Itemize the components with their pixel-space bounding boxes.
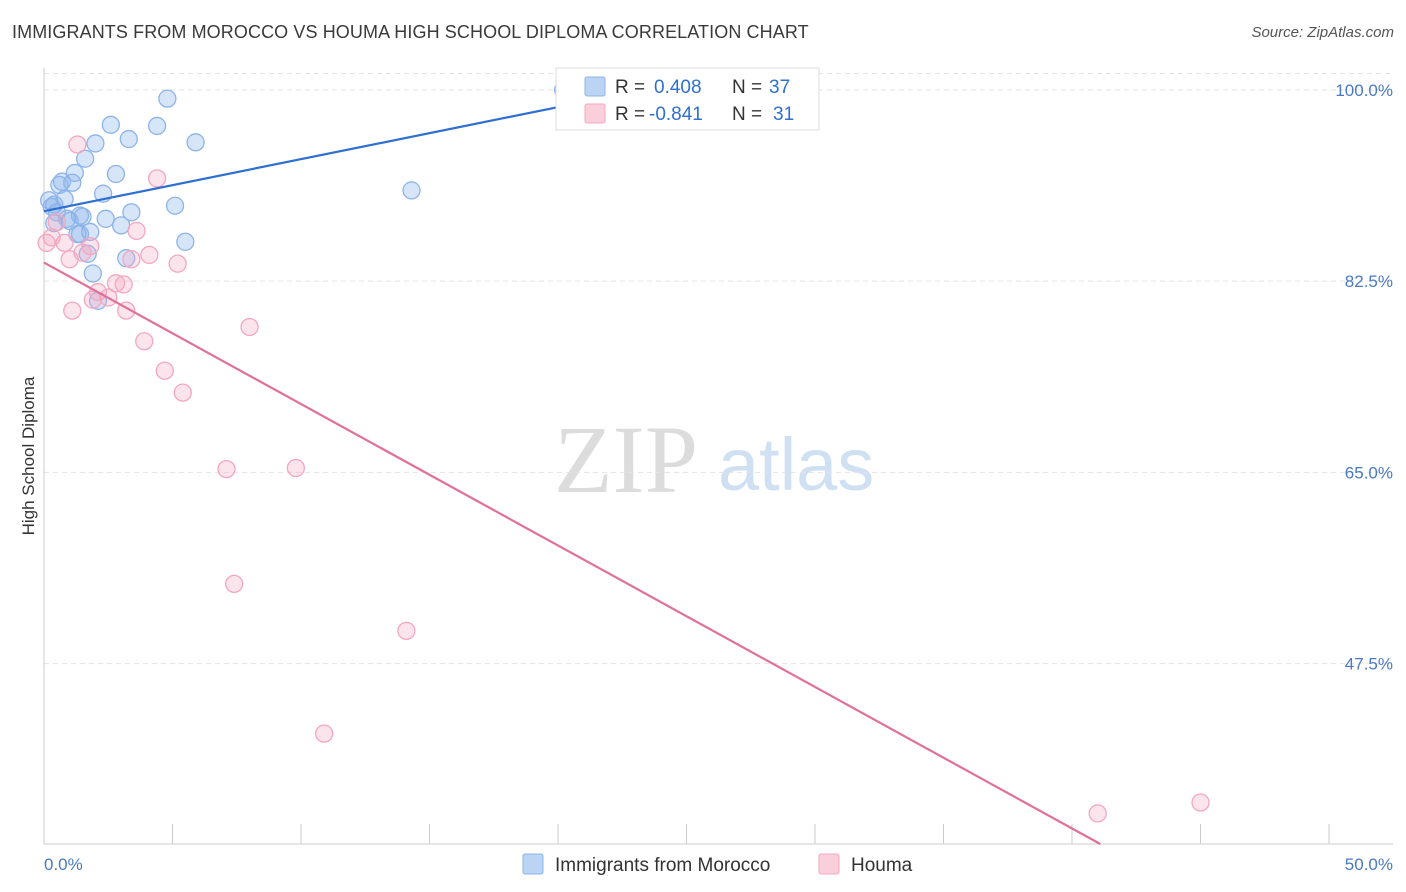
point-houma <box>240 317 259 337</box>
y-axis-label: High School Diploma <box>19 376 38 535</box>
point-houma <box>47 212 66 232</box>
watermark: ZIP atlas <box>554 406 874 513</box>
bottom-legend-swatch-houma <box>818 853 840 875</box>
point-houma <box>55 233 74 253</box>
legend-n-label-1: N = <box>732 77 762 98</box>
point-houma <box>173 383 192 402</box>
point-morocco <box>75 149 95 168</box>
y-tick-label: 65.0% <box>1345 463 1393 482</box>
point-houma <box>37 233 56 253</box>
point-houma <box>286 458 306 478</box>
point-houma <box>225 574 244 594</box>
point-houma <box>147 169 167 188</box>
point-houma <box>1191 793 1210 812</box>
point-morocco <box>96 209 115 228</box>
point-houma <box>114 275 133 294</box>
legend: R = 0.408 N = 37 R = -0.841 N = 31 <box>555 67 820 131</box>
point-houma <box>81 237 100 256</box>
point-houma <box>397 621 416 641</box>
y-tick-label: 47.5% <box>1345 655 1393 674</box>
point-houma <box>68 135 87 154</box>
legend-r-label-2: R = <box>615 104 645 125</box>
point-houma <box>155 361 174 380</box>
y-tick-label: 82.5% <box>1345 272 1393 291</box>
bottom-legend-label-houma: Houma <box>851 855 913 876</box>
point-houma <box>106 274 126 293</box>
bottom-legend: Immigrants from Morocco Houma <box>522 853 913 876</box>
legend-n-label-2: N = <box>732 104 762 125</box>
point-houma <box>314 724 334 743</box>
y-tick-labels: 47.5% 65.0% 82.5% 100.0% <box>1335 81 1393 674</box>
x-tick-label-min: 0.0% <box>44 855 83 874</box>
point-houma <box>135 332 154 351</box>
point-houma <box>1088 804 1107 823</box>
legend-swatch-morocco <box>584 76 606 97</box>
chart-title: IMMIGRANTS FROM MOROCCO VS HOUMA HIGH SC… <box>12 22 809 42</box>
y-tick-label: 100.0% <box>1335 81 1393 100</box>
point-morocco <box>65 163 84 183</box>
point-morocco <box>106 164 126 184</box>
point-houma <box>127 221 146 241</box>
legend-r-label-1: R = <box>615 77 645 98</box>
point-morocco <box>402 181 421 200</box>
legend-n-value-2: 31 <box>773 104 794 125</box>
point-morocco <box>119 129 138 149</box>
point-morocco <box>147 116 167 136</box>
watermark-atlas: atlas <box>718 423 874 506</box>
bottom-legend-swatch-morocco <box>522 853 544 875</box>
point-houma <box>217 459 236 479</box>
legend-r-value-1: 0.408 <box>654 77 702 98</box>
point-morocco <box>165 196 185 215</box>
legend-swatch-houma <box>584 103 606 124</box>
x-ticks <box>172 824 1330 844</box>
legend-r-value-2: -0.841 <box>649 104 703 125</box>
watermark-zip: ZIP <box>554 406 698 513</box>
point-morocco <box>83 264 102 283</box>
trend-line-houma <box>43 261 1101 845</box>
bottom-legend-label-morocco: Immigrants from Morocco <box>555 855 770 876</box>
point-morocco <box>176 232 195 251</box>
point-morocco <box>101 115 120 134</box>
point-morocco <box>73 207 92 226</box>
point-morocco <box>122 203 141 222</box>
point-houma <box>168 254 187 273</box>
legend-n-value-1: 37 <box>769 77 790 98</box>
point-morocco <box>186 133 205 152</box>
point-morocco <box>158 89 177 108</box>
x-tick-label-max: 50.0% <box>1345 855 1393 874</box>
point-houma <box>122 250 141 269</box>
point-houma <box>140 245 159 265</box>
point-morocco <box>70 224 90 244</box>
point-houma <box>63 301 82 320</box>
gridlines <box>44 72 1393 665</box>
source-label: Source: ZipAtlas.com <box>1251 24 1394 41</box>
point-morocco <box>86 134 105 153</box>
